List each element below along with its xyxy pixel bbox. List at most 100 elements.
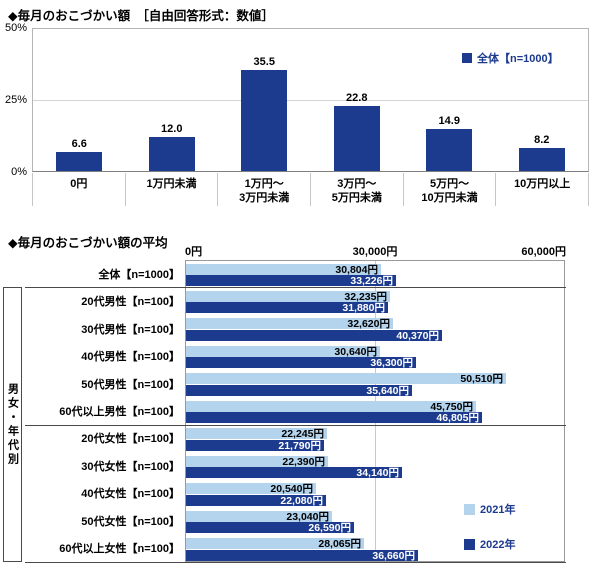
chart2-row-label: 60代以上男性【n=100】 [59,405,180,418]
chart1-bar [56,152,103,171]
chart2-bar-value: 36,660円 [372,549,415,562]
chart1-bar [241,70,288,171]
gender-age-group-label: 男女・年代別 [6,382,19,467]
chart2-bar-2021: 50,510円 [186,373,506,386]
gender-age-group-box: 男女・年代別 [3,287,22,562]
chart2-bar-2021: 22,245円 [186,428,327,441]
chart1-bar-value: 22.8 [346,92,368,105]
chart1-bar-column: 22.8 [311,29,404,171]
chart2-bar-2022: 36,660円 [186,549,418,562]
chart1-category-label: 1万円～ 3万円未満 [218,173,312,206]
chart2-bar-2022: 22,080円 [186,494,326,507]
separator-total-male [25,287,566,288]
chart2-bar-2021: 23,040円 [186,510,332,523]
chart2-bar-value: 33,226円 [350,275,393,287]
chart1-bar [148,136,195,171]
legend-label-2021: 2021年 [480,504,516,516]
chart2-bar-2021: 30,640円 [186,345,380,358]
chart2-bar-value: 50,510円 [460,373,503,386]
chart1-category-label: 3万円～ 5万円未満 [311,173,404,206]
chart1-category-labels: 0円 1万円未満 1万円～ 3万円未満 3万円～ 5万円未満 5万円～ 10万円未満 10… [32,173,590,206]
chart2-row-label: 20代男性【n=100】 [81,296,180,309]
chart1-bar-column: 35.5 [218,29,311,171]
legend-item-2022: 2022年 [464,536,515,552]
chart2-row-label: 50代男性【n=100】 [81,378,180,391]
legend-label-2022: 2022年 [480,539,516,551]
chart1-category-label: 5万円～ 10万円未満 [404,173,497,206]
legend-swatch-total-icon [462,53,472,63]
chart2-bar-value: 20,540円 [270,483,313,496]
chart2-bar-value: 45,750円 [430,400,473,413]
chart1-bar [518,147,565,171]
chart1-bar-column: 14.9 [403,29,496,171]
average-allowance-chart: ◆毎月のおこづかい額の平均 0円 30,000円 60,000円 30,804円… [0,228,600,567]
chart2-row-label: 40代男性【n=100】 [81,351,180,364]
chart2-bar-value: 35,640円 [366,384,409,397]
monthly-allowance-chart: ◆毎月のおこづかい額 ［自由回答形式：数値］ 50% 25% 0% 6.6 12.… [0,0,600,228]
chart2-bar-value: 22,080円 [280,494,323,507]
chart1-bar-value: 6.6 [71,138,87,151]
chart2-bar-value: 31,880円 [342,302,385,315]
chart2-bar-value: 22,245円 [281,428,324,441]
chart2-bar-value: 46,805円 [436,412,479,425]
chart1-bar-value: 35.5 [253,56,275,69]
chart2-bar-2021: 28,065円 [186,538,364,551]
chart2-bar-value: 21,790円 [278,439,321,452]
chart1-bars: 6.6 12.0 35.5 22.8 14.9 8.2 [33,29,588,171]
chart1-bar-value: 8.2 [534,133,550,146]
chart2-bar-2022: 46,805円 [186,412,482,425]
chart2-legend: 2021年 2022年 [464,501,515,552]
chart2-bar-value: 40,370円 [396,329,439,342]
chart2-bar-value: 22,390円 [282,455,325,468]
chart2-row-label: 50代女性【n=100】 [81,515,180,528]
chart2-title: ◆毎月のおこづかい額の平均 [8,236,168,250]
chart2-bar-2021: 45,750円 [186,400,476,413]
chart1-bar [426,128,473,171]
chart2-bar-2021: 32,235円 [186,290,390,303]
chart2-row-label: 40代女性【n=100】 [81,488,180,501]
chart1-ytick-25: 25% [4,94,27,106]
legend-item-2021: 2021年 [464,501,515,517]
chart2-bar-2021: 22,390円 [186,455,328,468]
chart1-ytick-50: 50% [4,22,27,34]
separator-bottom [25,562,566,563]
chart2-bar-value: 32,620円 [347,318,390,331]
chart1-bar [333,106,380,171]
chart2-bar-value: 32,235円 [344,290,387,303]
chart2-bar-value: 30,804円 [335,263,378,276]
chart1-title: ◆毎月のおこづかい額 ［自由回答形式：数値］ [8,9,274,23]
chart1-category-label: 0円 [32,173,126,206]
chart1-bar-column: 8.2 [496,29,589,171]
chart1-legend: 全体【n=1000】 [462,50,559,66]
chart2-bar-value: 26,590円 [308,522,351,535]
chart2-bar-value: 34,140円 [356,467,399,480]
chart2-bar-value: 23,040円 [286,510,329,523]
chart1-bar-column: 6.6 [33,29,126,171]
chart2-xtick-30000: 30,000円 [352,246,398,258]
separator-male-female [25,425,566,426]
legend-swatch-2022-icon [464,538,475,550]
chart1-category-label: 10万円以上 [496,173,590,206]
chart2-row-label: 30代男性【n=100】 [81,323,180,336]
chart2-row-label: 全体【n=1000】 [98,268,180,281]
chart2-bar-2022: 35,640円 [186,384,412,397]
chart2-row-label: 20代女性【n=100】 [81,433,180,446]
chart2-xtick-60000: 60,000円 [521,246,566,258]
chart1-bar-value: 12.0 [161,122,183,135]
chart2-bar-2022: 31,880円 [186,302,388,315]
chart2-bar-2022: 34,140円 [186,467,402,480]
chart2-bar-value: 30,640円 [334,345,377,358]
chart1-bar-column: 12.0 [126,29,219,171]
chart1-legend-label: 全体【n=1000】 [477,53,559,65]
chart2-bar-2022: 33,226円 [186,275,396,287]
chart2-bar-2022: 21,790円 [186,439,324,452]
chart1-ytick-0: 0% [11,166,27,178]
chart1-plot-area: 6.6 12.0 35.5 22.8 14.9 8.2 [32,28,589,172]
chart1-bar-value: 14.9 [438,114,460,127]
legend-swatch-2021-icon [464,503,475,515]
chart2-bar-2021: 20,540円 [186,483,316,496]
chart2-bar-value: 28,065円 [318,538,361,551]
chart2-bar-2021: 32,620円 [186,318,393,331]
chart2-bar-2022: 26,590円 [186,522,354,535]
